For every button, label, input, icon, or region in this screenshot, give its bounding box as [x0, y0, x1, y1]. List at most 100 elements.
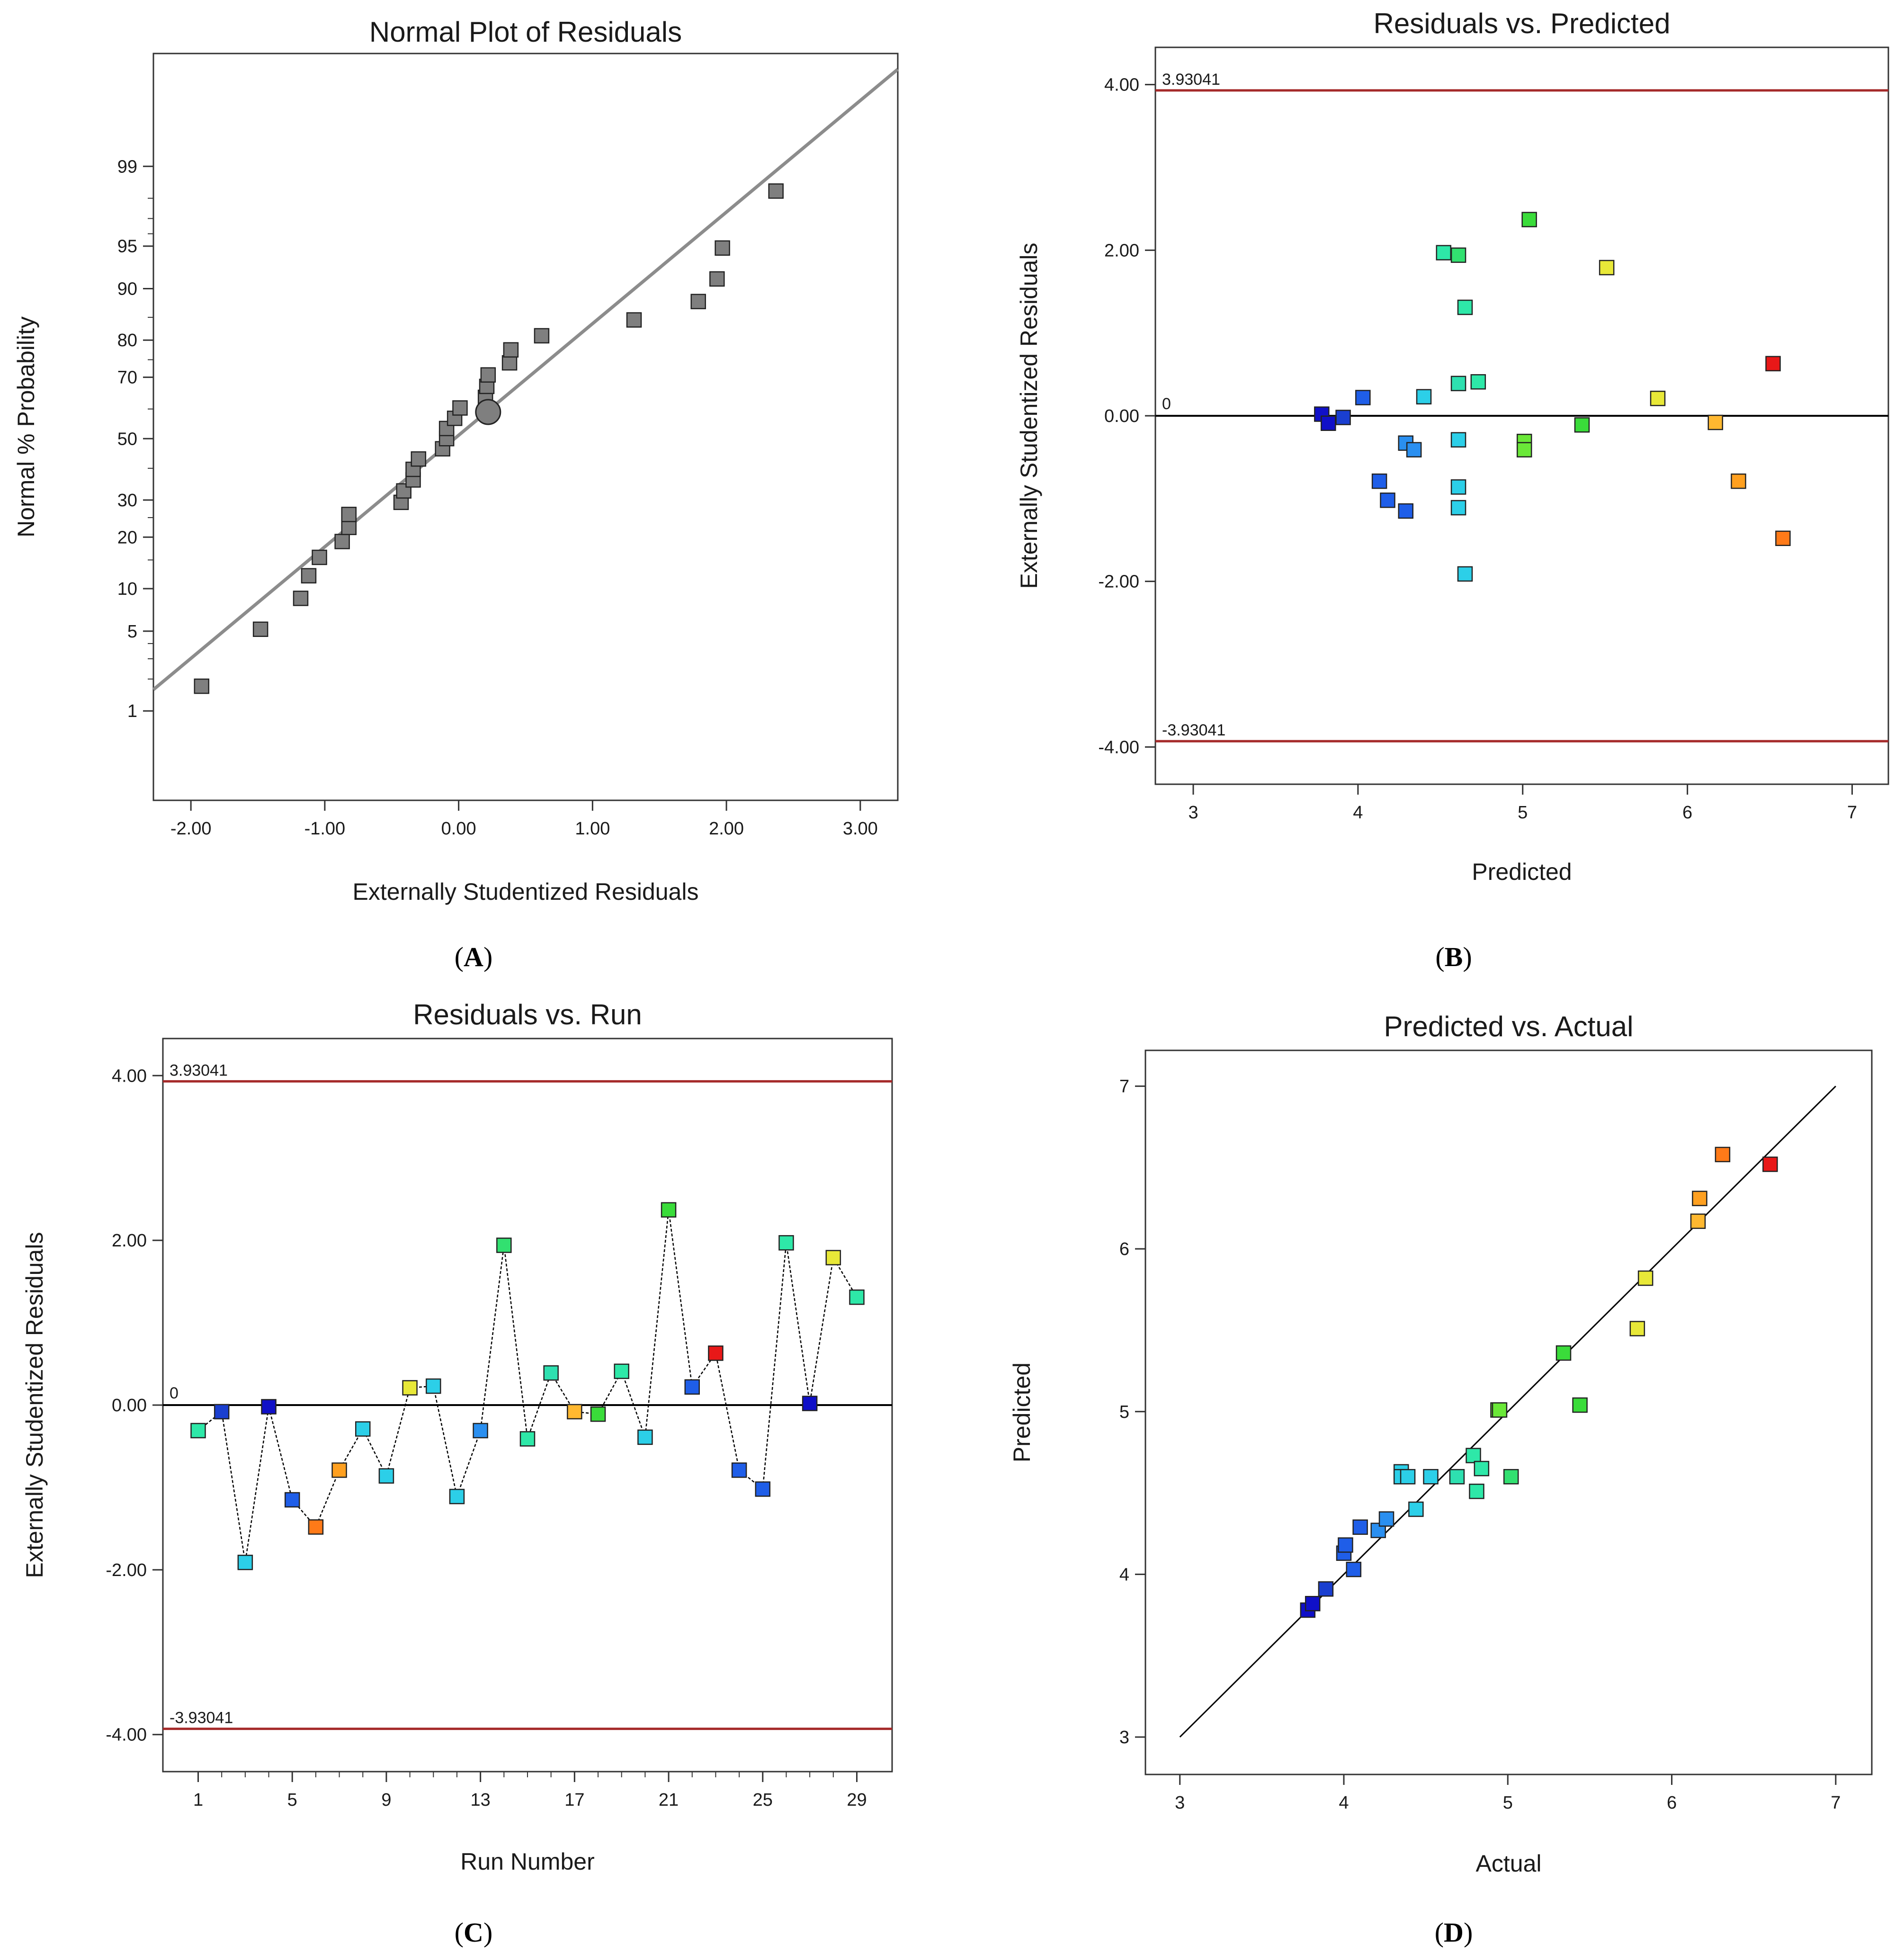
data-point	[341, 507, 357, 522]
data-point	[825, 1250, 841, 1265]
zero-label: 0	[170, 1384, 179, 1402]
data-point	[1474, 1460, 1490, 1477]
data-point	[626, 312, 642, 328]
y-tick-label: 0.00	[1104, 406, 1139, 426]
data-point	[293, 591, 309, 606]
data-point	[1469, 1483, 1484, 1499]
data-point	[1450, 479, 1466, 495]
y-tick-label: -2.00	[1098, 572, 1139, 592]
plot-frame	[1144, 1049, 1873, 1775]
x-tick-label: 25	[753, 1790, 773, 1810]
y-tick-label: 10	[117, 579, 137, 599]
data-point	[1406, 442, 1422, 457]
data-point	[661, 1202, 677, 1218]
data-point	[1450, 500, 1466, 516]
data-point	[1650, 391, 1666, 406]
y-axis-title: Predicted	[1009, 1362, 1035, 1462]
panel-letter: D	[1444, 1917, 1464, 1948]
data-point	[1371, 473, 1387, 489]
x-axis-title: Externally Studentized Residuals	[353, 878, 699, 905]
data-point	[684, 1379, 700, 1395]
x-tick-label: -2.00	[170, 819, 212, 839]
data-point	[1416, 389, 1432, 405]
data-point	[709, 271, 725, 287]
data-point	[426, 1378, 441, 1394]
y-tick-label: 99	[117, 157, 137, 177]
data-point	[802, 1396, 818, 1411]
y-tick-label: 1	[127, 701, 137, 721]
data-point	[1355, 390, 1371, 405]
x-axis-title: Predicted	[1472, 859, 1572, 885]
data-point	[637, 1429, 653, 1445]
panel-caption: (C)	[455, 1917, 493, 1948]
data-point	[480, 367, 496, 383]
data-point	[1637, 1270, 1654, 1286]
chart-panel-c: Residuals vs. Run 1 5 9 13 17 21 25 29 -4.00 -2.00…	[21, 999, 893, 1948]
x-tick-label: 4	[1353, 803, 1363, 823]
x-tick-label: 2.00	[709, 819, 744, 839]
data-point	[308, 1519, 324, 1535]
y-tick-label: 2.00	[112, 1231, 147, 1251]
data-point	[1521, 212, 1537, 227]
data-point	[849, 1289, 865, 1305]
data-point	[1436, 245, 1452, 260]
data-point	[1400, 1469, 1416, 1485]
data-point	[1450, 247, 1466, 263]
y-tick-label: 0.00	[112, 1396, 147, 1415]
data-point	[341, 520, 357, 535]
y-axis-title: Externally Studentized Residuals	[1016, 243, 1042, 589]
data-point	[501, 355, 518, 371]
data-point	[252, 621, 268, 637]
x-tick-label: -1.00	[304, 819, 346, 839]
data-point	[1338, 1537, 1353, 1553]
data-point	[519, 1431, 536, 1447]
data-point	[190, 1423, 206, 1439]
data-point	[411, 451, 427, 467]
x-tick-label: 3	[1175, 1793, 1185, 1813]
plot-frame	[152, 53, 899, 801]
data-point	[1408, 1501, 1424, 1517]
data-point	[312, 549, 327, 565]
data-point	[1516, 442, 1532, 457]
data-point	[1457, 299, 1473, 315]
x-tick-label: 1.00	[575, 819, 610, 839]
chart-title: Residuals vs. Predicted	[1374, 8, 1671, 39]
y-tick-label: 80	[117, 331, 137, 350]
data-point	[1335, 410, 1351, 425]
data-point	[690, 294, 706, 309]
highlighted-point	[475, 399, 501, 425]
x-tick-label: 5	[1518, 803, 1528, 823]
data-point	[1318, 1581, 1334, 1597]
data-point	[237, 1554, 253, 1570]
x-axis-title: Run Number	[460, 1848, 594, 1875]
panel-letter: C	[464, 1917, 483, 1948]
y-tick-label: 4.00	[1104, 75, 1139, 95]
limit-label-upper: 3.93041	[170, 1061, 228, 1079]
panel-caption: (D)	[1435, 1917, 1473, 1948]
y-tick-label: 50	[117, 429, 137, 449]
data-point	[473, 1423, 488, 1439]
data-point	[1352, 1519, 1368, 1535]
y-tick-label: -2.00	[106, 1560, 147, 1580]
chart-title: Normal Plot of Residuals	[369, 16, 682, 48]
panel-letter: A	[464, 941, 483, 972]
data-point	[449, 1488, 465, 1505]
data-point	[1378, 1511, 1394, 1527]
data-point	[1492, 1402, 1508, 1418]
data-point	[778, 1235, 794, 1251]
data-point	[1572, 1397, 1588, 1413]
y-tick-label: 6	[1119, 1239, 1129, 1259]
chart-panel-a: Normal Plot of Residuals -2.00 -1.00 0.00 1.…	[13, 16, 899, 972]
y-tick-label: 5	[127, 622, 137, 642]
chart-panel-b: Residuals vs. Predicted 3 4 5 6 7 -4.00 -2.00 0.…	[1016, 8, 1889, 972]
data-point	[1765, 356, 1781, 372]
data-point	[567, 1404, 582, 1420]
data-point	[334, 534, 350, 549]
data-point	[378, 1468, 394, 1484]
data-point	[1707, 414, 1723, 430]
x-tick-label: 29	[847, 1790, 867, 1810]
data-point	[194, 678, 210, 694]
data-point	[731, 1462, 747, 1478]
data-point	[1449, 1469, 1465, 1485]
